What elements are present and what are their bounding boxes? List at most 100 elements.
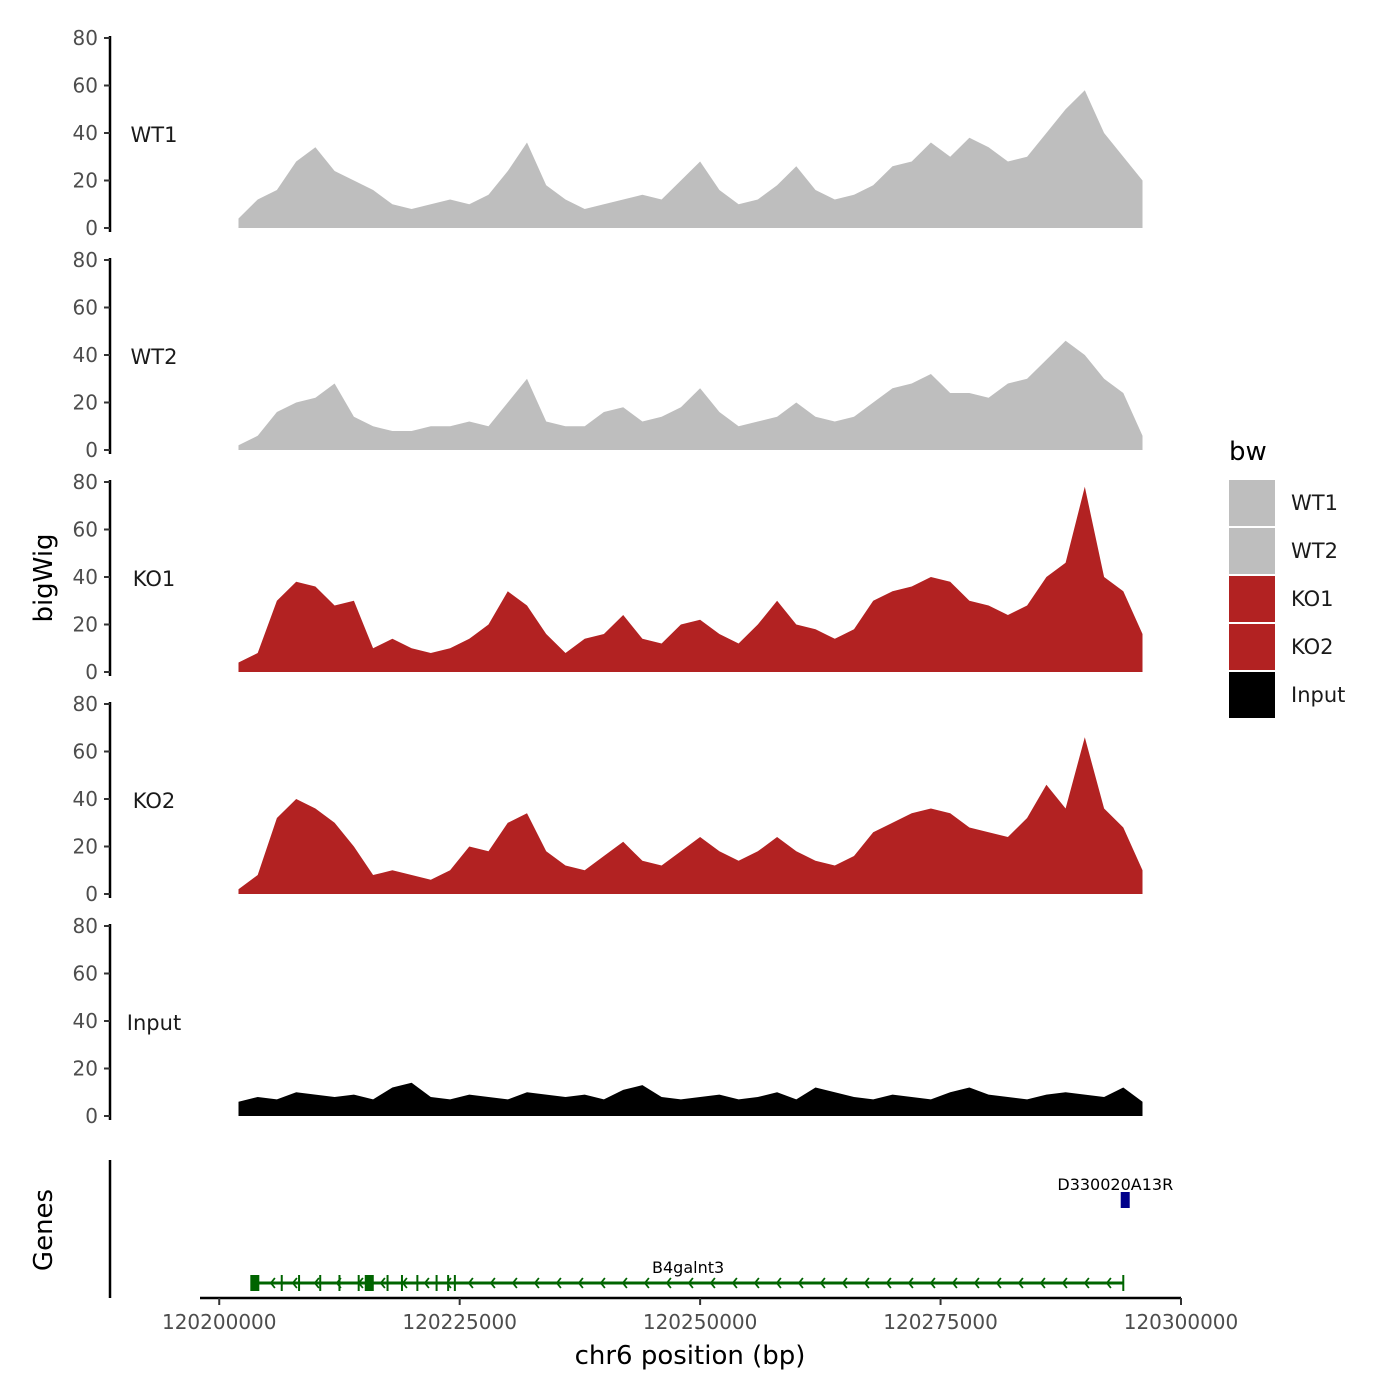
y-tick-label: 0 xyxy=(85,882,98,906)
y-tick-label: 0 xyxy=(85,1104,98,1128)
legend-swatch-input xyxy=(1229,672,1275,718)
y-tick-label: 20 xyxy=(73,835,98,859)
strand-arrow xyxy=(291,1277,298,1289)
track-area-ko2 xyxy=(238,737,1143,894)
strand-arrow xyxy=(467,1277,474,1289)
strand-arrow xyxy=(797,1277,804,1289)
legend: bw WT1 WT2 KO1 KO2 Input xyxy=(1229,437,1345,718)
legend-swatch-ko1 xyxy=(1229,576,1275,622)
strand-arrow xyxy=(577,1277,584,1289)
y-tick-label: 20 xyxy=(73,169,98,193)
track-ko2: 0 20 40 60 80 KO2 xyxy=(73,692,1143,906)
track-area-input xyxy=(238,1082,1143,1116)
strand-arrow xyxy=(621,1277,628,1289)
y-tick-label: 60 xyxy=(73,518,98,542)
track-area-wt2 xyxy=(238,340,1143,450)
y-tick-label: 40 xyxy=(73,121,98,145)
x-tick-label: 120200000 xyxy=(162,1310,277,1334)
y-tick-label: 60 xyxy=(73,962,98,986)
gene-d330020a13r: D330020A13R xyxy=(1057,1175,1173,1208)
strand-arrow xyxy=(313,1277,320,1289)
y-tick-label: 40 xyxy=(73,787,98,811)
x-tick-label: 120275000 xyxy=(883,1310,998,1334)
strand-arrow xyxy=(1061,1277,1068,1289)
strand-arrow xyxy=(1017,1277,1024,1289)
exon xyxy=(435,1275,438,1291)
x-axis: 120200000 120225000 120250000 120275000 1203… xyxy=(162,1296,1239,1334)
strand-arrow xyxy=(841,1277,848,1289)
gene-b4galnt3: B4galnt3 xyxy=(250,1258,1125,1291)
strand-arrow xyxy=(665,1277,672,1289)
track-label: WT2 xyxy=(131,345,178,369)
strand-arrow xyxy=(995,1277,1002,1289)
y-tick-label: 60 xyxy=(73,74,98,98)
strand-arrow xyxy=(489,1277,496,1289)
y-tick-label: 40 xyxy=(73,343,98,367)
strand-arrow xyxy=(1083,1277,1090,1289)
track-area-ko1 xyxy=(238,486,1143,672)
legend-label-wt2: WT2 xyxy=(1291,539,1338,563)
gene-label: B4galnt3 xyxy=(652,1258,724,1277)
y-tick-label: 20 xyxy=(73,613,98,637)
strand-arrow xyxy=(1039,1277,1046,1289)
exon xyxy=(319,1275,322,1291)
strand-arrow xyxy=(973,1277,980,1289)
x-tick-label: 120300000 xyxy=(1124,1310,1239,1334)
strand-arrow xyxy=(709,1277,716,1289)
exon xyxy=(338,1275,341,1291)
strand-arrow xyxy=(907,1277,914,1289)
x-tick-label: 120225000 xyxy=(402,1310,517,1334)
strand-arrow xyxy=(929,1277,936,1289)
strand-arrow xyxy=(599,1277,606,1289)
y-tick-label: 0 xyxy=(85,660,98,684)
legend-label-wt1: WT1 xyxy=(1291,491,1338,515)
y-tick-label: 40 xyxy=(73,565,98,589)
strand-arrow xyxy=(775,1277,782,1289)
y-tick-label: 60 xyxy=(73,740,98,764)
gene-label: D330020A13R xyxy=(1057,1175,1173,1194)
exon xyxy=(453,1275,456,1291)
strand-arrow xyxy=(885,1277,892,1289)
track-label: Input xyxy=(127,1011,181,1035)
strand-arrow xyxy=(1105,1277,1112,1289)
y-tick-label: 80 xyxy=(73,914,98,938)
genes-axis-title: Genes xyxy=(29,1189,59,1271)
strand-arrow xyxy=(379,1277,386,1289)
strand-arrow xyxy=(687,1277,694,1289)
strand-arrow xyxy=(951,1277,958,1289)
track-input: 0 20 40 60 80 Input xyxy=(73,914,1143,1128)
track-label: KO1 xyxy=(133,567,176,591)
exon xyxy=(250,1275,260,1291)
y-tick-label: 80 xyxy=(73,26,98,50)
track-ko1: 0 20 40 60 80 KO1 xyxy=(73,470,1143,684)
exon xyxy=(1120,1192,1130,1208)
y-tick-label: 20 xyxy=(73,1057,98,1081)
y-tick-label: 80 xyxy=(73,470,98,494)
track-area-wt1 xyxy=(238,90,1143,228)
y-tick-label: 80 xyxy=(73,692,98,716)
exon xyxy=(364,1275,374,1291)
exon xyxy=(400,1275,403,1291)
y-axis-title: bigWig xyxy=(29,533,59,622)
strand-arrow xyxy=(269,1277,276,1289)
legend-label-ko2: KO2 xyxy=(1291,635,1334,659)
track-wt1: 0 20 40 60 80 WT1 xyxy=(73,26,1143,240)
strand-arrow xyxy=(555,1277,562,1289)
track-label: WT1 xyxy=(131,123,178,147)
exon xyxy=(280,1275,283,1291)
y-tick-label: 60 xyxy=(73,296,98,320)
y-tick-label: 80 xyxy=(73,248,98,272)
strand-arrow xyxy=(863,1277,870,1289)
tracks-layer: 0 20 40 60 80 WT1 0 20 40 60 80 WT2 0 20 40 60 80 KO1 0 20 4… xyxy=(73,26,1143,1128)
track-label: KO2 xyxy=(133,789,176,813)
y-tick-label: 20 xyxy=(73,391,98,415)
strand-arrow xyxy=(511,1277,518,1289)
strand-arrow xyxy=(753,1277,760,1289)
exon xyxy=(416,1275,419,1291)
exon xyxy=(357,1275,360,1291)
genes-layer: B4galnt3 D330020A13R xyxy=(108,1160,1173,1298)
y-tick-label: 40 xyxy=(73,1009,98,1033)
legend-swatch-wt1 xyxy=(1229,480,1275,526)
strand-arrow xyxy=(819,1277,826,1289)
